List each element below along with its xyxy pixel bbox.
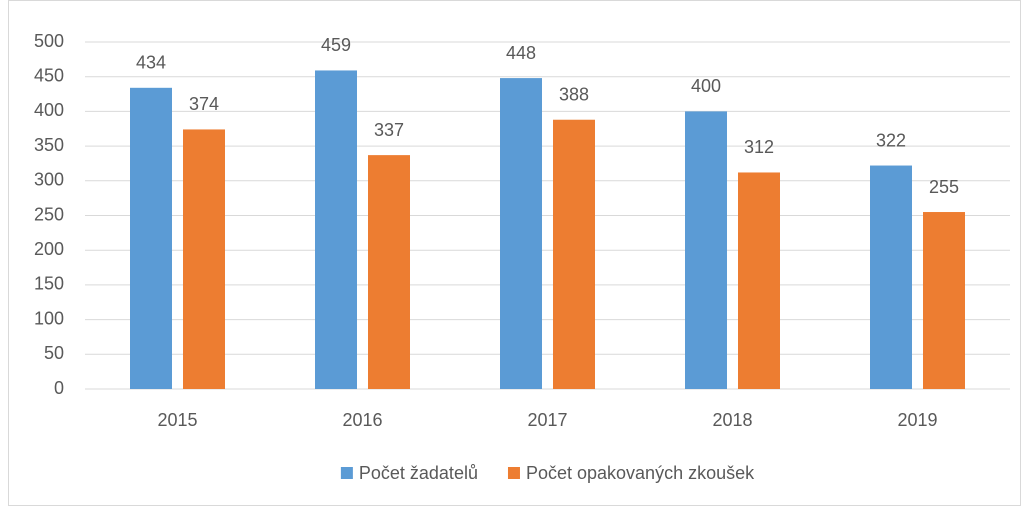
y-tick-label: 500: [34, 31, 64, 51]
bar: [738, 172, 780, 389]
data-label: 388: [559, 84, 589, 104]
x-tick-label: 2018: [712, 410, 752, 430]
bar: [870, 165, 912, 389]
data-label: 448: [506, 43, 536, 63]
y-tick-label: 350: [34, 135, 64, 155]
x-tick-label: 2016: [342, 410, 382, 430]
x-tick-label: 2015: [157, 410, 197, 430]
data-label: 337: [374, 120, 404, 140]
data-label: 322: [876, 130, 906, 150]
bar: [315, 70, 357, 389]
bar: [685, 111, 727, 390]
data-label: 434: [136, 53, 166, 73]
y-tick-label: 400: [34, 100, 64, 120]
legend-swatch: [507, 467, 520, 479]
y-tick-label: 100: [34, 308, 64, 328]
x-tick-label: 2019: [897, 410, 937, 430]
data-label: 255: [929, 177, 959, 197]
y-tick-label: 300: [34, 170, 64, 190]
y-tick-label: 450: [34, 65, 64, 85]
data-label: 400: [691, 76, 721, 96]
bar: [183, 129, 225, 389]
y-tick-label: 150: [34, 274, 64, 294]
data-label: 374: [189, 94, 219, 114]
data-label: 459: [321, 35, 351, 55]
bar: [553, 119, 595, 389]
y-tick-label: 0: [54, 378, 64, 398]
bar: [500, 78, 542, 389]
legend-label: Počet opakovaných zkoušek: [526, 463, 755, 483]
y-tick-label: 250: [34, 204, 64, 224]
legend-label: Počet žadatelů: [359, 463, 478, 483]
bar: [130, 87, 172, 389]
data-label: 312: [744, 137, 774, 157]
legend-swatch: [340, 467, 353, 479]
bar: [923, 212, 965, 389]
y-tick-label: 200: [34, 239, 64, 259]
y-tick-label: 50: [44, 343, 64, 363]
bar: [368, 155, 410, 389]
x-tick-label: 2017: [527, 410, 567, 430]
